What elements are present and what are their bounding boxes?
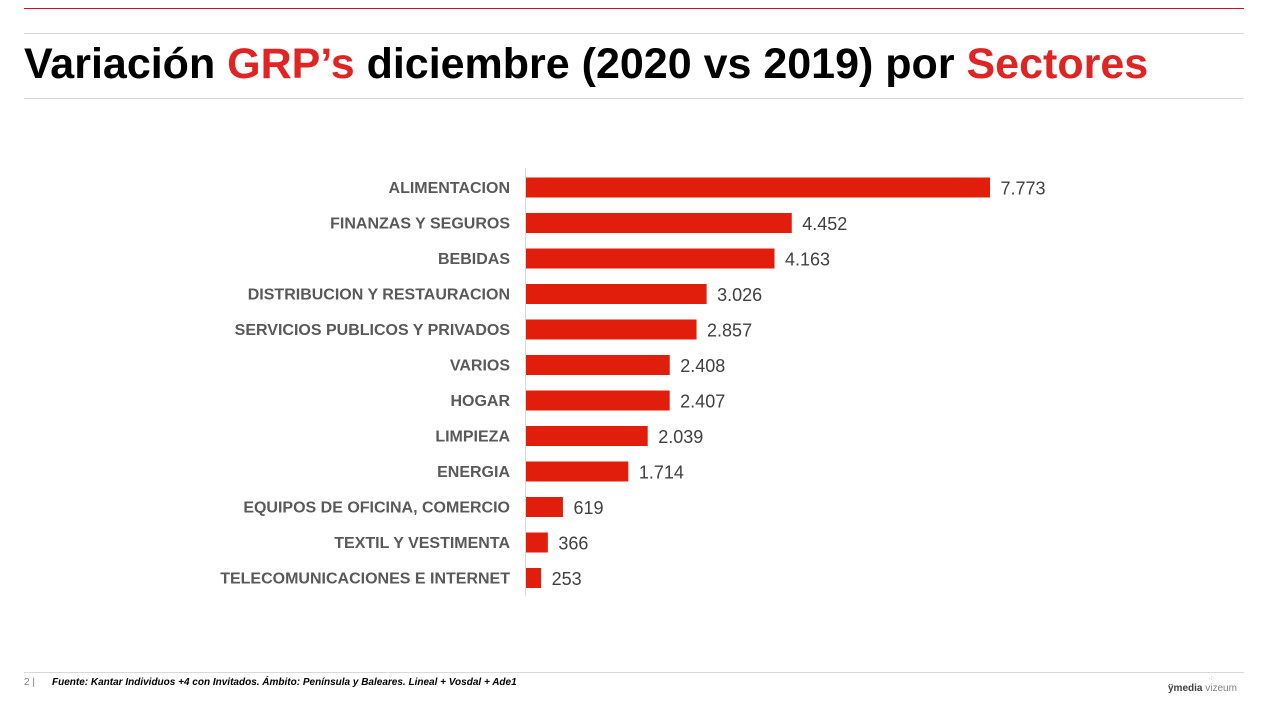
bar <box>526 426 648 446</box>
bar <box>526 532 548 553</box>
category-label: ALIMENTACION <box>389 180 510 197</box>
bar <box>526 177 990 198</box>
value-label: 4.163 <box>785 250 830 270</box>
title-part-1: Variación <box>24 40 228 88</box>
bar <box>526 497 563 517</box>
brand-logo: ÿmedia vizeum <box>1168 683 1237 694</box>
category-label: SERVICIOS PUBLICOS Y PRIVADOS <box>235 322 511 339</box>
category-label: BEBIDAS <box>438 251 510 268</box>
value-label: 619 <box>573 498 603 518</box>
value-label: 2.857 <box>707 321 752 341</box>
footer-rule <box>24 672 1244 673</box>
top-accent-rule <box>24 8 1244 9</box>
value-label: 2.039 <box>658 427 703 447</box>
category-label: FINANZAS Y SEGUROS <box>330 216 510 233</box>
page-title: Variación GRP’s diciembre (2020 vs 2019)… <box>24 38 1148 90</box>
value-label: 253 <box>552 569 582 589</box>
title-part-4: Sectores <box>966 40 1149 88</box>
bar <box>526 284 707 304</box>
value-label: 7.773 <box>1001 179 1046 199</box>
logo-mark-icon: ⁘ <box>1208 674 1215 683</box>
bar <box>526 568 542 588</box>
category-label: LIMPIEZA <box>435 429 510 446</box>
value-label: 366 <box>558 534 588 554</box>
category-label: TELECOMUNICACIONES E INTERNET <box>220 571 510 588</box>
value-label: 2.408 <box>680 356 725 376</box>
category-label: VARIOS <box>450 358 510 375</box>
bar <box>526 248 775 269</box>
category-label: ENERGIA <box>437 464 510 481</box>
value-label: 2.407 <box>680 392 725 412</box>
source-note: Fuente: Kantar Individuos +4 con Invitad… <box>52 677 517 688</box>
logo-part-2: vizeum <box>1202 683 1237 694</box>
bar <box>526 390 670 411</box>
value-label: 1.714 <box>639 463 684 483</box>
value-label: 4.452 <box>802 214 847 234</box>
title-part-2: GRP’s <box>227 40 355 88</box>
title-rule-top <box>24 33 1244 34</box>
category-label: HOGAR <box>450 393 510 410</box>
category-label: DISTRIBUCION Y RESTAURACION <box>248 287 510 304</box>
title-part-3: diciembre (2020 vs 2019) por <box>354 40 967 88</box>
logo-part-1: ÿmedia <box>1168 683 1203 694</box>
page-number: 2 | <box>24 677 35 688</box>
bar <box>526 213 792 233</box>
category-label: TEXTIL Y VESTIMENTA <box>334 535 510 552</box>
category-label: EQUIPOS DE OFICINA, COMERCIO <box>243 500 510 517</box>
value-label: 3.026 <box>717 285 762 305</box>
bar <box>526 461 629 482</box>
bar <box>526 319 697 340</box>
title-rule-bottom <box>24 98 1244 99</box>
bar <box>526 355 670 375</box>
